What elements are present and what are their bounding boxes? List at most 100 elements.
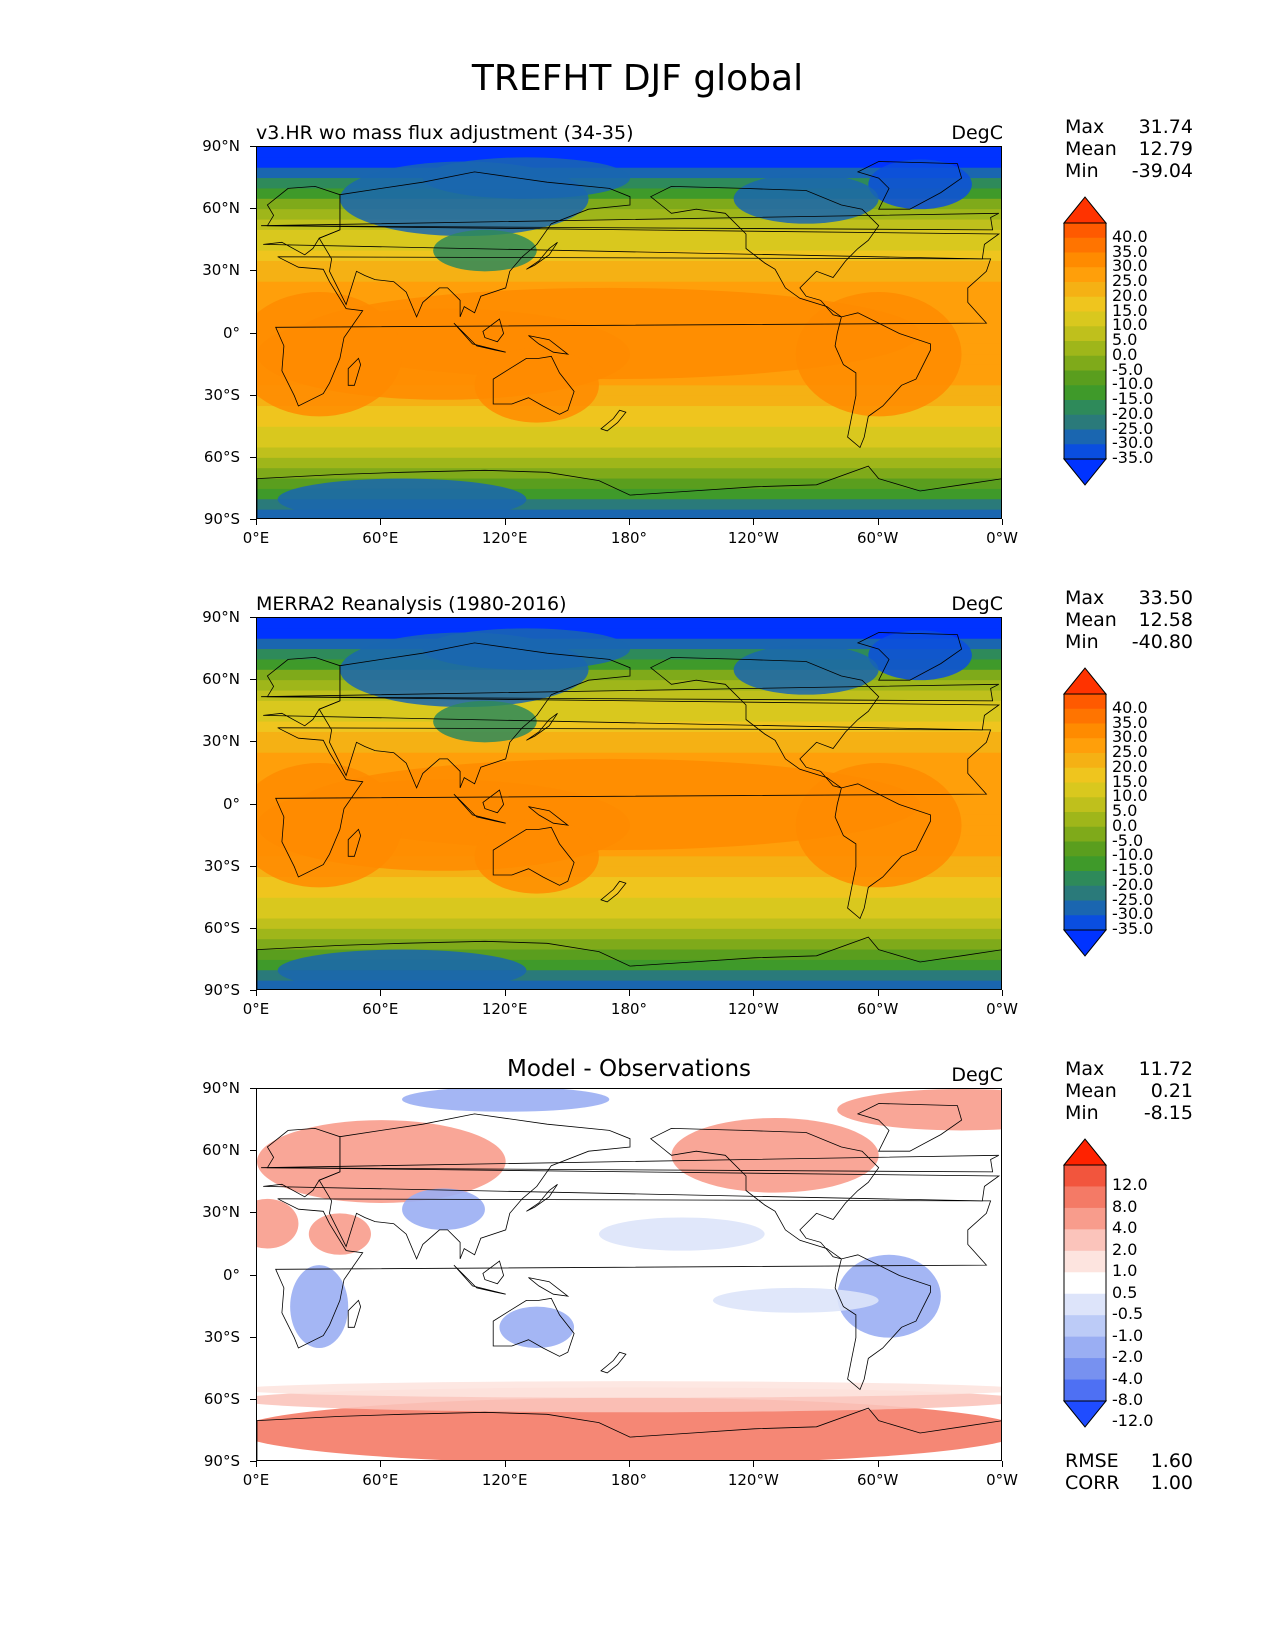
lon-tick [629, 519, 630, 525]
temperature-band [257, 395, 1001, 407]
temperature-band [257, 385, 1001, 397]
temperature-band [257, 949, 1001, 961]
lat-tick [250, 394, 256, 396]
colorbar-tick-label: -5.0 [1112, 359, 1144, 379]
lat-tick [250, 865, 256, 867]
lon-tick-label: 0°W [986, 1000, 1018, 1018]
colorbar-swatch [1064, 1293, 1106, 1316]
temperature-band [257, 856, 1001, 868]
colorbar-tick-label: 0.0 [1112, 815, 1138, 835]
temperature-band [257, 478, 1001, 490]
colorbar-extend-min [1062, 1400, 1108, 1428]
stat-max-label: Max [1065, 1058, 1105, 1080]
colorbar-swatch [1064, 782, 1106, 798]
temperature-anomaly [277, 949, 527, 989]
coastline [318, 1113, 631, 1260]
colorbar-swatch [1064, 252, 1106, 268]
colorbar-swatch [1064, 871, 1106, 887]
colorbar-extend-max [1062, 196, 1108, 224]
lon-tick-label: 180° [610, 1471, 648, 1489]
coastline [263, 1127, 1001, 1202]
lon-tick [877, 519, 879, 525]
stat-min-label: Min [1065, 631, 1099, 653]
coastline [834, 312, 931, 449]
colorbar-tick-label: -5.0 [1112, 830, 1144, 850]
colorbar-swatch [1064, 1165, 1106, 1187]
temperature-band [257, 416, 1001, 428]
colorbar-tick-label: -4.0 [1112, 1368, 1144, 1388]
coastline [528, 1277, 570, 1297]
coastline [526, 241, 558, 270]
lon-tick-label: 60°W [856, 529, 899, 547]
difference-anomaly [402, 1089, 610, 1112]
temperature-band [257, 618, 1001, 629]
coastline [526, 712, 558, 741]
lon-tick-label: 180° [610, 1000, 648, 1018]
map-observations [256, 617, 1002, 990]
lon-tick-label: 120°E [481, 1471, 528, 1489]
coastline [263, 185, 1001, 260]
colorbar-swatch [1064, 797, 1106, 813]
lat-tick [250, 803, 256, 805]
lon-tick-label: 120°E [481, 1000, 528, 1018]
lat-tick [250, 146, 256, 147]
lon-tick-label: 0°E [242, 1471, 270, 1489]
map-field [257, 1089, 1001, 1460]
coastline [526, 1183, 558, 1212]
lon-tick [629, 990, 630, 996]
colorbar-swatch [1064, 1250, 1106, 1273]
lon-tick-label: 120°W [727, 529, 779, 547]
stat-mean-label: Mean [1065, 1080, 1117, 1102]
lon-tick [1002, 1461, 1003, 1467]
coastline [482, 1260, 505, 1285]
temperature-band [257, 649, 1001, 661]
temperature-band [257, 731, 1001, 743]
colorbar-swatch [1064, 915, 1106, 931]
colorbar-swatch [1064, 1315, 1106, 1338]
stats-box: Max 33.50 Mean 12.58 Min -40.80 [1065, 587, 1193, 653]
colorbar-extend-min [1062, 929, 1108, 957]
temperature-anomaly [257, 292, 403, 417]
stat-mean-value: 12.58 [1138, 609, 1193, 631]
stats-box: Max 11.72 Mean 0.21 Min -8.15 [1065, 1058, 1193, 1124]
stat-mean-label: Mean [1065, 609, 1117, 631]
lat-tick [250, 741, 256, 743]
lat-tick-label: 90°S [203, 510, 240, 528]
temperature-anomaly [277, 478, 527, 518]
lat-tick [250, 1336, 256, 1338]
lat-tick-label: 60°N [202, 1141, 240, 1160]
lon-tick [877, 1461, 879, 1467]
temperature-anomaly [868, 630, 972, 681]
temperature-band [257, 509, 1001, 518]
temperature-band [257, 219, 1001, 231]
temperature-band [257, 406, 1001, 417]
lon-tick [380, 519, 382, 525]
colorbar-swatch [1064, 1186, 1106, 1209]
colorbar-tick-label: -8.0 [1112, 1390, 1144, 1409]
coastline [275, 727, 992, 878]
colorbar-tick-label: -15.0 [1112, 389, 1154, 408]
difference-anomaly [499, 1306, 575, 1349]
metrics-box: RMSE 1.60 CORR 1.00 [1065, 1450, 1193, 1494]
stat-mean-value: 0.21 [1150, 1080, 1193, 1102]
colorbar-swatch [1064, 1272, 1106, 1295]
temperature-band [257, 229, 1001, 241]
colorbar-swatch [1064, 856, 1106, 872]
lat-tick [250, 990, 256, 991]
lat-tick [250, 332, 256, 334]
temperature-band [257, 680, 1001, 692]
temperature-band [257, 742, 1001, 754]
colorbar-tick-label: 40.0 [1112, 697, 1148, 717]
colorbar-svg [1062, 667, 1108, 957]
colorbar-swatch [1064, 1229, 1106, 1252]
lat-tick-label: 60°N [202, 670, 240, 689]
difference-anomaly [402, 1188, 485, 1230]
coastline [453, 1264, 506, 1295]
metric-corr-value: 1.00 [1150, 1472, 1193, 1494]
temperature-band [257, 980, 1001, 989]
temperature-band [257, 638, 1001, 650]
map-field [257, 618, 1001, 989]
colorbar-tick-label: 8.0 [1112, 1196, 1138, 1216]
lon-tick [256, 990, 257, 996]
temperature-band [257, 457, 1001, 469]
